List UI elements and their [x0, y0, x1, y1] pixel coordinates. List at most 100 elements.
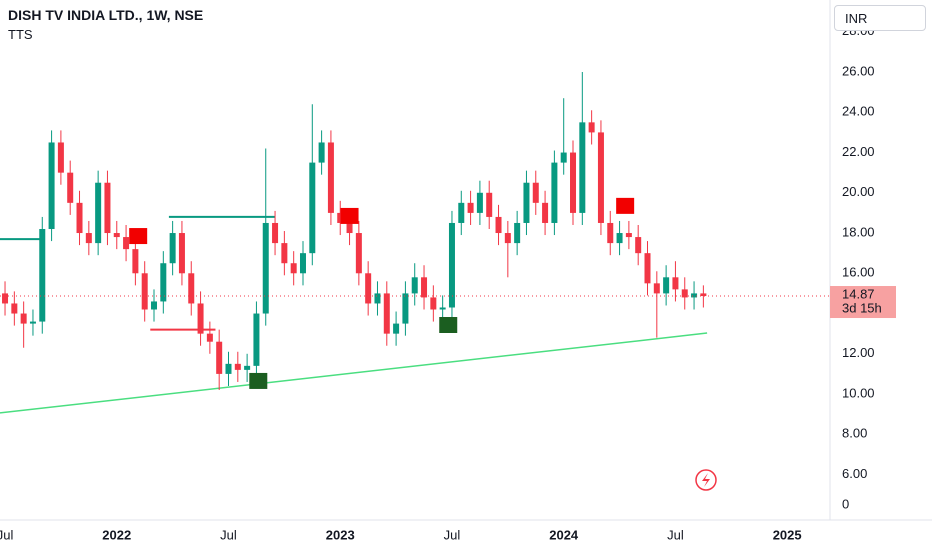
x-tick-label: Jul [220, 527, 237, 542]
candle-body [504, 233, 511, 244]
y-tick-label: 22.00 [842, 144, 875, 159]
candle-body [57, 142, 64, 173]
candle-body [216, 341, 223, 374]
x-tick-label: 2024 [549, 527, 579, 542]
signal-marker [340, 207, 359, 224]
candle-body [85, 233, 92, 244]
y-tick-label: 8.00 [842, 426, 867, 441]
x-tick-label: 2023 [326, 527, 355, 542]
candle-body [597, 132, 604, 223]
candle-body [607, 222, 614, 244]
candle-body [29, 321, 36, 324]
replay-icon [695, 469, 717, 491]
candle-body [290, 263, 297, 274]
candle-body [318, 142, 325, 163]
candle-body [197, 303, 204, 334]
candle-body [542, 202, 549, 223]
candle-body [39, 229, 46, 322]
candle-body [458, 202, 465, 223]
y-tick-label: 24.00 [842, 104, 875, 119]
x-tick-label: Jul [0, 527, 13, 542]
candle-body [383, 293, 390, 334]
candle-body [67, 172, 74, 203]
y-axis-bottom-label: 0 [842, 496, 849, 511]
candle-body [393, 323, 400, 334]
signal-marker [249, 372, 268, 389]
candle-body [421, 277, 428, 298]
candle-body [272, 222, 279, 244]
candle-body [570, 152, 577, 213]
candle-body [532, 182, 539, 203]
candle-body [48, 142, 55, 230]
candle-body [76, 202, 83, 234]
currency-button[interactable]: INR [834, 5, 926, 31]
signal-marker [616, 197, 635, 214]
candle-body [188, 273, 195, 304]
candle-body [625, 233, 632, 238]
candle-body [365, 273, 372, 304]
candle-body [476, 192, 483, 213]
candle-body [616, 233, 623, 244]
candle-body [551, 162, 558, 223]
y-tick-label: 16.00 [842, 265, 875, 280]
candle-body [644, 253, 651, 284]
candle-body [113, 233, 120, 238]
candle-body [560, 152, 567, 163]
candle-body [2, 293, 9, 304]
candle-body [467, 202, 474, 213]
y-tick-label: 20.00 [842, 184, 875, 199]
x-tick-label: Jul [667, 527, 684, 542]
candle-body [151, 301, 158, 310]
candle-body [355, 233, 362, 274]
candle-body [635, 237, 642, 254]
x-tick-label: 2025 [773, 527, 802, 542]
candle-body [374, 293, 381, 304]
y-tick-label: 12.00 [842, 345, 875, 360]
candle-body [104, 182, 111, 234]
x-tick-label: 2022 [102, 527, 131, 542]
candle-body [281, 243, 288, 264]
candle-body [486, 192, 493, 217]
candle-body [244, 365, 251, 370]
signal-marker [439, 317, 458, 333]
last-price-label: 14.87 [842, 286, 875, 301]
candle-body [346, 222, 353, 234]
candle-body [11, 303, 18, 314]
candle-body [514, 222, 521, 244]
y-tick-label: 26.00 [842, 63, 875, 78]
candle-body [495, 216, 502, 234]
candle-body [160, 263, 167, 302]
candle-body [579, 122, 586, 213]
candle-body [411, 277, 418, 294]
candle-body [439, 307, 446, 310]
signal-marker [129, 228, 148, 245]
price-label-box [830, 286, 896, 319]
candle-body [169, 233, 176, 264]
y-tick-label: 10.00 [842, 385, 875, 400]
candle-body [681, 289, 688, 298]
candle-body [206, 333, 213, 342]
candle-body [253, 313, 260, 366]
candle-body [700, 293, 707, 297]
candle-body [225, 363, 232, 374]
candle-body [262, 222, 269, 314]
indicator-name: TTS [8, 27, 33, 42]
candle-body [337, 212, 344, 223]
candle-body [672, 277, 679, 290]
candle-body [178, 233, 185, 274]
candle-body [448, 222, 455, 308]
x-tick-label: Jul [444, 527, 461, 542]
candle-body [653, 283, 660, 294]
trend-line [0, 332, 708, 414]
candle-body [132, 249, 139, 274]
candle-body [523, 182, 530, 223]
countdown-label: 3d 15h [842, 300, 882, 315]
candle-body [123, 237, 130, 250]
candle-body [95, 182, 102, 244]
replay-icon [702, 473, 710, 487]
candle-body [430, 297, 437, 310]
candle-body [309, 162, 316, 254]
symbol-title: DISH TV INDIA LTD., 1W, NSE [8, 7, 204, 23]
